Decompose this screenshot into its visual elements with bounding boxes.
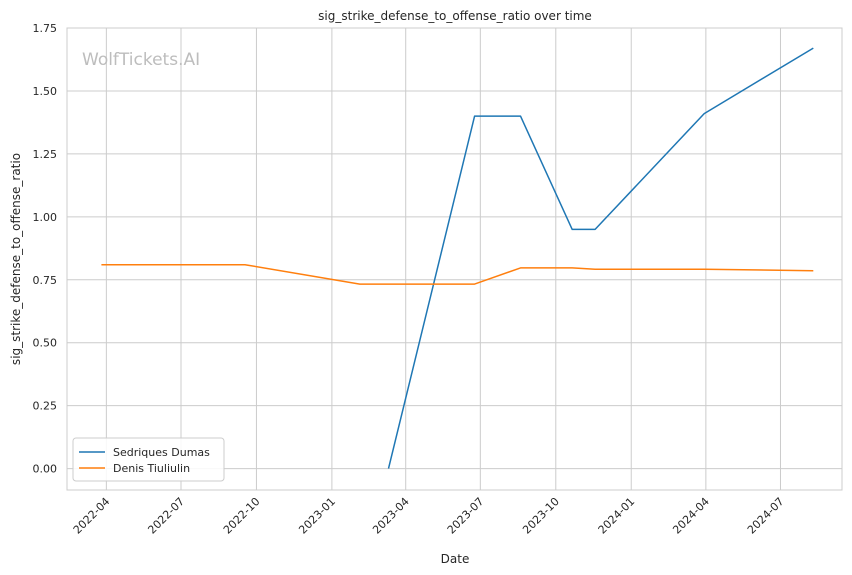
x-tick-label: 2022-04: [71, 495, 113, 537]
grid-lines: [67, 27, 842, 490]
y-tick-label: 1.00: [33, 211, 58, 224]
legend-entry-label: Sedriques Dumas: [113, 446, 210, 459]
x-tick-label: 2022-10: [221, 495, 263, 537]
x-axis-ticks: 2022-04 2022-07 2022-10 2023-01 2023-04 2023-…: [71, 495, 787, 537]
y-tick-label: 0.50: [33, 337, 58, 350]
legend-box: [72, 437, 225, 482]
y-tick-label: 0.75: [33, 274, 58, 287]
x-tick-label: 2023-10: [520, 495, 562, 537]
y-tick-label: 1.50: [33, 85, 58, 98]
series-line: [101, 263, 814, 285]
watermark-text: WolfTickets.AI: [82, 50, 200, 70]
legend-entry-label: Denis Tiuliulin: [113, 462, 190, 475]
y-tick-label: 1.75: [33, 22, 58, 35]
chart-title: sig_strike_defense_to_offense_ratio over…: [318, 9, 592, 23]
x-tick-label: 2024-04: [670, 495, 712, 537]
x-tick-label: 2023-07: [445, 495, 487, 537]
plot-area-frame: [66, 27, 843, 491]
y-axis-ticks: 0.00 0.25 0.50 0.75 1.00 1.25 1.50 1.75: [33, 22, 58, 476]
y-axis-label: sig_strike_defense_to_offense_ratio: [9, 153, 23, 365]
series-line: [387, 47, 814, 469]
y-tick-label: 1.25: [33, 148, 58, 161]
y-tick-label: 0.00: [33, 463, 58, 476]
x-axis-label: Date: [441, 552, 470, 566]
x-tick-label: 2024-07: [745, 495, 787, 537]
series-lines: [101, 47, 814, 469]
y-tick-label: 0.25: [33, 400, 58, 413]
x-tick-label: 2023-04: [370, 495, 412, 537]
x-tick-label: 2024-01: [596, 495, 638, 537]
legend: Sedriques Dumas Denis Tiuliulin: [72, 437, 225, 482]
x-tick-label: 2022-07: [145, 495, 187, 537]
x-tick-label: 2023-01: [296, 495, 338, 537]
